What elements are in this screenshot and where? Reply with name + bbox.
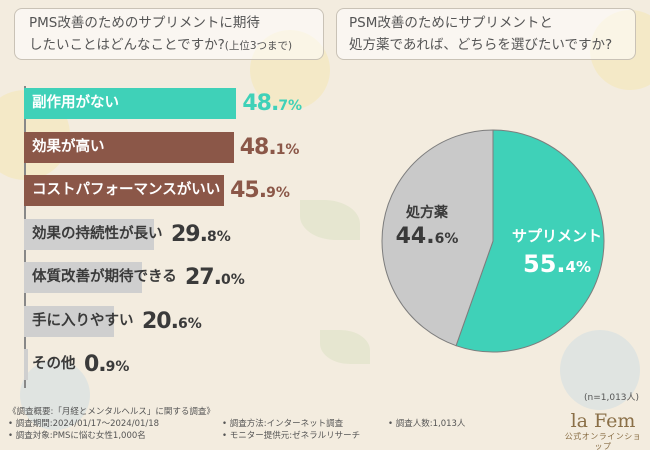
bar-value-3: 45.9% (230, 175, 290, 206)
bar-value-int: 29. (171, 221, 208, 247)
survey-count: • 調査人数:1,013人 (388, 419, 466, 429)
bar-value-dec: 6% (177, 315, 202, 332)
bar-label-6: 手に入りやすい (32, 312, 134, 329)
pie-value-int: 44. (395, 224, 435, 250)
pie-chart: サプリメント 55.4% 処方薬 44.6% (380, 128, 606, 354)
pie-label-supplement: サプリメント 55.4% (502, 228, 612, 277)
survey-period: • 調査期間:2024/01/17〜2024/01/18 (8, 419, 160, 429)
pie-value-dec: 6% (434, 231, 459, 248)
bar-7 (24, 349, 28, 380)
bar-value-dec: 9% (105, 359, 130, 375)
bar-value-dec: 9% (266, 185, 290, 201)
bar-value-dec: 0% (220, 272, 245, 288)
logo-subtitle: 公式オンラインショップ (564, 432, 642, 450)
left-question-line2: したいことはどんなことですか?(上位3つまで) (29, 34, 309, 57)
logo-name: la Fem (570, 410, 636, 432)
survey-method: • 調査方法:インターネット調査 (222, 419, 344, 429)
bar-5 (24, 262, 142, 293)
bar-6 (24, 305, 114, 337)
bar-value-int: 48. (239, 134, 277, 160)
bar-label-2: 効果が高い (32, 138, 105, 155)
bar-value-int: 20. (142, 308, 179, 334)
pie-chart-svg (381, 129, 605, 353)
sample-size-note: (n=1,013人) (584, 393, 640, 403)
bar-label-7: その他 (32, 356, 76, 372)
bar-value-int: 0. (84, 352, 107, 377)
left-question-line1: PMS改善のためのサプリメントに期待 (29, 15, 260, 31)
right-question-line2: 処方薬であれば、どちらを選びたいですか? (349, 37, 613, 53)
la-fem-logo: la Fem 公式オンラインショップ (563, 410, 643, 450)
bar-3 (24, 175, 225, 206)
bar-label-4: 効果の持続性が長い (32, 225, 163, 242)
survey-outline: 《調査概要:「月経とメンタルヘルス」に関する調査》 (8, 407, 215, 417)
bar-value-int: 48. (242, 91, 279, 116)
left-question-box: PMS改善のためのサプリメントに期待 したいことはどんなことですか?(上位3つま… (14, 8, 324, 60)
bar-2 (24, 131, 234, 163)
pie-value-dec: 4% (565, 257, 591, 276)
bar-label-3: コストパフォーマンスがいい (32, 182, 221, 198)
flower-decoration (20, 360, 90, 430)
pie-label-supplement-value: 55.4% (502, 249, 612, 278)
survey-provider: • モニター提供元:ゼネラルリサーチ (222, 431, 361, 441)
leaf-decoration (320, 330, 370, 364)
pie-label-prescription-name: 処方薬 (406, 205, 448, 221)
bar-label-5: 体質改善が期待できる (32, 269, 177, 285)
bar-value-1: 48.7% (242, 88, 302, 119)
bar-value-int: 27. (185, 265, 222, 290)
pie-label-prescription: 処方薬 44.6% (382, 205, 472, 250)
left-question-note: (上位3つまで) (224, 40, 293, 52)
pie-value-int: 55. (523, 249, 566, 278)
survey-footer: 《調査概要:「月経とメンタルヘルス」に関する調査》 • 調査期間:2024/01… (0, 405, 650, 450)
bar-value-int: 45. (230, 178, 267, 203)
bar-1 (24, 88, 237, 119)
bar-value-4: 29.8% (171, 219, 231, 250)
flower-decoration (560, 330, 640, 410)
bar-4 (24, 218, 154, 250)
left-question-line2-text: したいことはどんなことですか? (29, 37, 225, 53)
pie-label-supplement-name: サプリメント (511, 227, 602, 245)
bar-value-2: 48.1% (240, 132, 300, 163)
bar-value-dec: 1% (275, 141, 300, 158)
right-question-line1: PSM改善のためにサプリメントと (349, 15, 553, 31)
survey-target: • 調査対象:PMSに悩む女性1,000名 (8, 431, 146, 441)
bar-chart: 副作用がない 48.7% 効果が高い 48.1% コストパフォーマンスがいい 45.9% 効… (24, 88, 324, 388)
pie-label-prescription-value: 44.6% (382, 225, 472, 249)
right-question-box: PSM改善のためにサプリメントと 処方薬であれば、どちらを選びたいですか? (336, 8, 636, 60)
bar-value-7: 0.9% (84, 349, 129, 380)
bar-value-6: 20.6% (142, 306, 202, 337)
bar-value-dec: 8% (206, 228, 231, 245)
bar-label-1: 副作用がない (32, 95, 119, 111)
bar-value-5: 27.0% (185, 262, 245, 293)
bar-value-dec: 7% (278, 98, 303, 114)
pie-slice-prescription (381, 129, 494, 347)
